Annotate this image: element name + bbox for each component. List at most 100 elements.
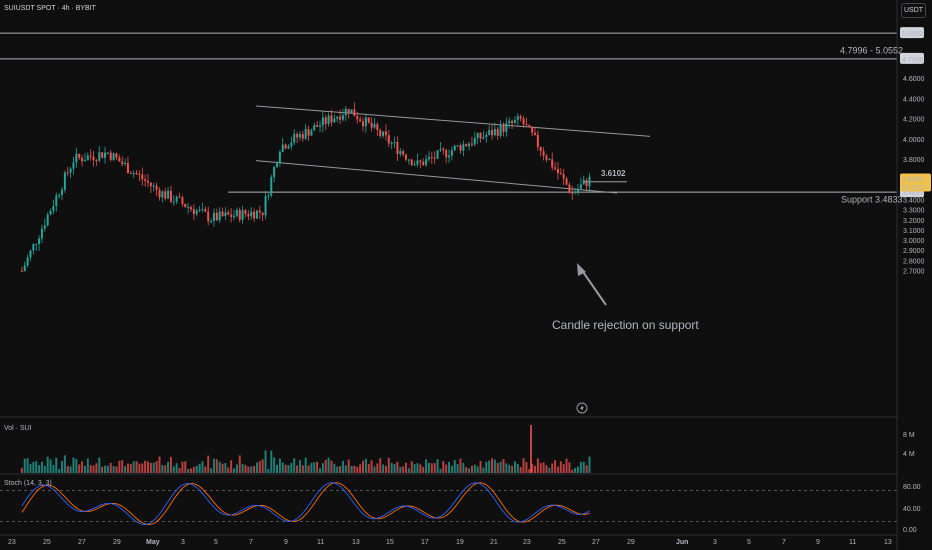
- candle-body: [149, 182, 152, 187]
- candle-body: [548, 159, 551, 161]
- volume-bar: [261, 459, 264, 473]
- candle-body: [190, 207, 193, 210]
- candle-body: [121, 161, 124, 165]
- candle-body: [23, 265, 26, 272]
- volume-bar: [161, 464, 164, 473]
- candle-body: [301, 134, 304, 139]
- volume-bar: [124, 466, 127, 473]
- volume-bar: [40, 461, 43, 473]
- volume-bar: [407, 468, 410, 473]
- candle-body: [382, 131, 385, 136]
- volume-bar: [402, 466, 405, 473]
- price-tick-label: 3.1000: [903, 228, 925, 235]
- candle-body: [58, 194, 61, 196]
- candle-body: [310, 130, 313, 136]
- candle-body: [468, 143, 471, 147]
- candle-body: [405, 154, 408, 160]
- candle-body: [367, 117, 370, 123]
- candle-body: [55, 195, 58, 207]
- volume-bar: [382, 464, 385, 473]
- volume-bar: [224, 463, 227, 473]
- volume-bar: [72, 457, 75, 473]
- candle-body: [129, 172, 132, 174]
- channel-upper-line: [255, 105, 651, 137]
- time-tick-label: 19: [456, 539, 464, 546]
- text-layer: 4.60004.40004.20004.00003.80003.60003.50…: [4, 27, 931, 546]
- volume-bar: [362, 460, 365, 473]
- volume-bar: [548, 467, 551, 473]
- stoch-pane-title: Stoch (14, 3, 3): [4, 480, 52, 487]
- volume-bar: [132, 461, 135, 473]
- volume-bar: [69, 466, 72, 473]
- currency-button[interactable]: USDT: [901, 3, 926, 18]
- volume-bar: [545, 465, 548, 473]
- volume-bar: [559, 461, 562, 473]
- candle-body: [488, 130, 491, 135]
- candle-body: [304, 128, 307, 139]
- candle-body: [542, 151, 545, 156]
- candle-body: [155, 185, 158, 190]
- volume-bar: [235, 464, 238, 473]
- time-tick-label: 7: [249, 539, 253, 546]
- volume-bar: [198, 463, 201, 473]
- candle-body: [462, 144, 465, 151]
- volume-bar: [367, 463, 370, 473]
- volume-bar: [298, 460, 301, 473]
- volume-bar: [278, 458, 281, 473]
- time-tick-label: 27: [592, 539, 600, 546]
- time-tick-label: 21: [490, 539, 498, 546]
- volume-bar: [562, 464, 565, 473]
- volume-bar: [201, 461, 204, 473]
- volume-bar: [505, 463, 508, 473]
- candle-body: [132, 172, 135, 174]
- volume-bar: [155, 461, 158, 473]
- time-tick-label: 5: [214, 539, 218, 546]
- candle-body: [112, 153, 115, 160]
- time-tick-label: 13: [884, 539, 892, 546]
- candle-body: [49, 210, 52, 215]
- volume-bar: [476, 466, 479, 473]
- candle-body: [164, 191, 167, 199]
- candle-body: [554, 167, 557, 169]
- volume-bar: [430, 463, 433, 473]
- candle-body: [307, 128, 310, 136]
- volume-bar: [448, 461, 451, 473]
- volume-bar: [370, 460, 373, 473]
- volume-bar: [264, 450, 267, 473]
- volume-bar: [144, 460, 147, 473]
- candle-body: [376, 124, 379, 131]
- volume-bar: [485, 461, 488, 473]
- volume-bar: [316, 461, 319, 473]
- candle-body: [407, 159, 410, 161]
- candle-body: [270, 177, 273, 196]
- candle-body: [465, 144, 468, 147]
- volume-bar: [247, 466, 250, 473]
- volume-bar: [106, 465, 109, 473]
- candle-body: [356, 116, 359, 120]
- volume-bar: [20, 467, 23, 473]
- candle-body: [104, 152, 107, 158]
- volume-bar: [579, 461, 582, 473]
- volume-bar: [321, 463, 324, 473]
- candle-body: [287, 146, 290, 149]
- volume-bar: [258, 461, 261, 473]
- volume-pane-title: Vol · SUI: [4, 425, 32, 432]
- volume-bar: [81, 461, 84, 473]
- volume-bar: [399, 466, 402, 473]
- candle-body: [402, 151, 405, 155]
- candle-body: [276, 163, 279, 167]
- volume-bar: [344, 465, 347, 473]
- candle-body: [181, 197, 184, 204]
- volume-bar: [129, 464, 132, 473]
- candle-body: [218, 211, 221, 221]
- volume-bar: [63, 455, 66, 473]
- volume-bar: [192, 466, 195, 473]
- volume-bar: [270, 450, 273, 473]
- candle-body: [476, 132, 479, 138]
- volume-bar: [195, 465, 198, 473]
- volume-bar: [187, 469, 190, 473]
- volume-bar: [301, 465, 304, 473]
- volume-bar: [169, 456, 172, 473]
